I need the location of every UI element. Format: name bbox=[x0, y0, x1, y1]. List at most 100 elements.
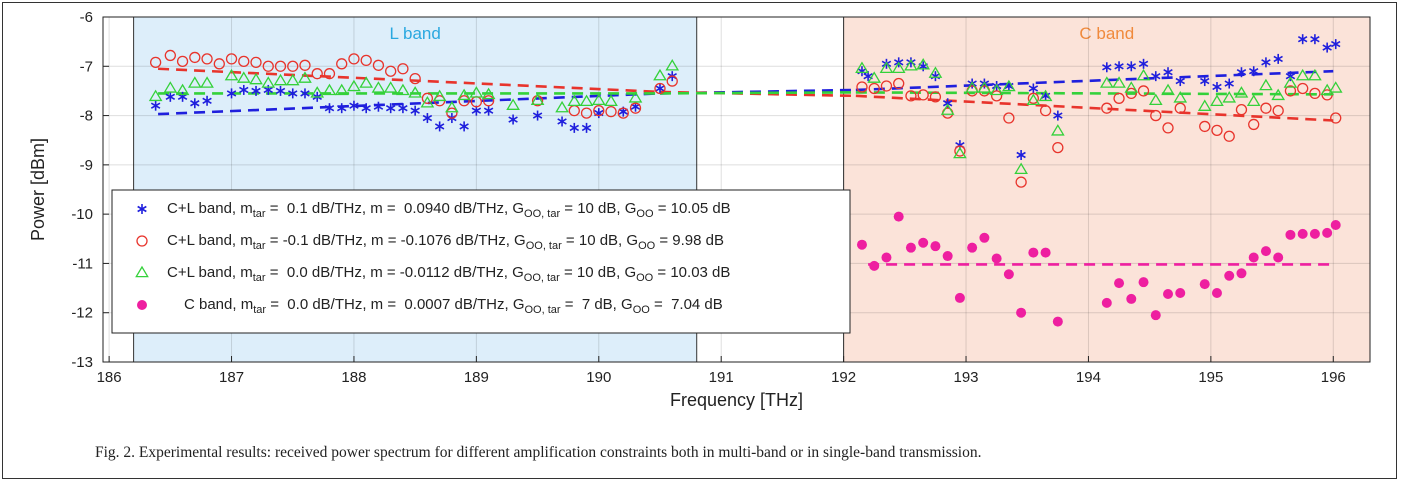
cl-band-slope-pos-point bbox=[150, 100, 161, 111]
c-band-flat-point bbox=[1224, 270, 1235, 281]
cl-band-flat-point bbox=[273, 73, 288, 86]
cl-band-slope-neg-point bbox=[1137, 85, 1150, 97]
cl-band-slope-pos-point bbox=[373, 101, 384, 112]
y-tick-label: -7 bbox=[80, 58, 93, 75]
cl-band-slope-pos-point bbox=[239, 84, 249, 95]
c-band-flat-point bbox=[1003, 269, 1014, 280]
c-band-flat-point bbox=[1138, 277, 1149, 288]
cl-band-slope-neg-point bbox=[1162, 122, 1174, 134]
cl-band-flat-point bbox=[855, 61, 869, 73]
cl-band-flat-point bbox=[285, 73, 300, 86]
cl-band-slope-neg-point bbox=[1235, 104, 1248, 116]
cl-band-flat-point bbox=[1173, 91, 1188, 103]
cl-band-flat-point bbox=[1197, 99, 1212, 111]
cl-band-flat-point bbox=[1328, 81, 1343, 93]
cl-band-flat-point bbox=[175, 83, 190, 96]
c-band-flat-point bbox=[991, 253, 1002, 264]
cl-band-slope-neg-point bbox=[580, 107, 593, 119]
c-band-flat-point bbox=[954, 292, 965, 303]
cl-band-slope-neg-point bbox=[482, 95, 495, 107]
cl-band-slope-neg-point bbox=[1223, 130, 1235, 142]
cl-band-slope-neg-point bbox=[385, 65, 397, 77]
c-band-flat-point bbox=[979, 232, 990, 243]
legend-marker-cl-band-slope-neg bbox=[136, 235, 148, 247]
x-tick-label: 196 bbox=[1321, 369, 1346, 386]
cl-band-flat-point bbox=[916, 58, 931, 70]
cl-band-slope-neg-point bbox=[1330, 112, 1342, 124]
cl-band-slope-neg-point bbox=[225, 53, 238, 65]
cl-band-slope-pos-point bbox=[1138, 58, 1149, 69]
cl-band-slope-neg-point bbox=[605, 105, 617, 118]
cl-band-slope-neg-point bbox=[213, 58, 225, 70]
cl-band-slope-pos-point bbox=[190, 98, 200, 109]
cl-band-slope-neg-point bbox=[238, 55, 250, 68]
cl-band-flat-point bbox=[591, 93, 606, 106]
c-band-flat-point bbox=[930, 241, 941, 252]
cl-band-flat-point bbox=[481, 87, 496, 100]
y-axis-label: Power [dBm] bbox=[28, 138, 48, 241]
cl-band-slope-pos-point bbox=[1212, 81, 1222, 92]
cl-band-slope-pos-point bbox=[557, 116, 567, 127]
cl-band-slope-neg-point bbox=[397, 63, 409, 75]
cl-band-flat-point bbox=[604, 94, 618, 107]
c-band-flat-point bbox=[1330, 219, 1341, 230]
cl-band-flat-point bbox=[1124, 81, 1139, 93]
cl-band-slope-neg-point bbox=[856, 81, 868, 93]
cl-band-flat-point bbox=[298, 71, 312, 83]
c-band-flat-point bbox=[1211, 288, 1222, 298]
cl-band-flat-point bbox=[148, 89, 163, 102]
cl-band-slope-neg-point bbox=[189, 51, 201, 64]
x-tick-label: 195 bbox=[1198, 369, 1223, 386]
c-band-flat-point bbox=[905, 242, 916, 253]
cl-band-flat-fit-line bbox=[659, 91, 856, 95]
cl-band-slope-pos-point bbox=[508, 114, 518, 125]
cl-band-slope-pos-point bbox=[422, 113, 433, 124]
cl-band-flat-point bbox=[665, 59, 680, 71]
cl-band-slope-pos-point bbox=[385, 103, 396, 114]
cl-band-slope-neg-point bbox=[905, 90, 917, 102]
cl-band-flat-point bbox=[1259, 78, 1273, 91]
cl-band-slope-neg-point bbox=[1260, 102, 1272, 114]
c-band-flat-point bbox=[1297, 228, 1308, 239]
cl-band-flat-point bbox=[1283, 76, 1298, 88]
cl-band-flat-point bbox=[347, 79, 361, 92]
cl-band-slope-pos-point bbox=[398, 103, 408, 114]
cl-band-slope-neg-point bbox=[409, 72, 421, 85]
y-tick-label: -6 bbox=[80, 9, 93, 26]
cl-band-flat-point bbox=[249, 72, 263, 85]
c-band-flat-point bbox=[1126, 293, 1137, 304]
cl-band-slope-neg-point bbox=[1174, 102, 1186, 114]
cl-band-slope-pos-point bbox=[1297, 34, 1308, 45]
cl-band-flat-point bbox=[867, 71, 882, 83]
cl-band-flat-point bbox=[555, 100, 569, 113]
x-tick-label: 186 bbox=[97, 369, 122, 386]
cl-band-flat-point bbox=[1136, 68, 1151, 81]
cl-band-flat-point bbox=[1050, 124, 1065, 136]
legend-marker-cl-band-flat bbox=[135, 265, 149, 278]
cl-band-slope-pos-point bbox=[532, 110, 543, 121]
cl-band-slope-pos-point bbox=[1004, 81, 1014, 91]
cl-band-slope-neg-point bbox=[868, 82, 880, 95]
cl-band-flat-point bbox=[261, 76, 276, 88]
cl-band-slope-pos-point bbox=[1261, 57, 1271, 68]
c-band-flat-point bbox=[1236, 268, 1247, 279]
cl-band-flat-point bbox=[432, 89, 447, 102]
c-band-flat-point bbox=[893, 211, 904, 222]
cl-band-flat-point bbox=[1148, 93, 1163, 106]
cl-band-flat-point bbox=[383, 81, 398, 93]
cl-band-slope-neg-point bbox=[1248, 118, 1260, 131]
cl-band-slope-pos-point bbox=[581, 122, 592, 133]
c-band-flat-point bbox=[967, 242, 978, 253]
cl-band-slope-pos-point bbox=[459, 121, 469, 132]
legend-entry-cl-band-slope-neg: C+L band, mtar = -0.1 dB/THz, m = -0.107… bbox=[167, 232, 724, 252]
cl-band-flat-point bbox=[567, 94, 582, 107]
cl-band-slope-neg-point bbox=[1211, 124, 1223, 137]
cl-band-flat-point bbox=[653, 68, 667, 81]
cl-band-slope-pos-point bbox=[1175, 76, 1185, 87]
cl-band-slope-pos-point bbox=[1224, 78, 1234, 89]
c-band-flat-point bbox=[869, 260, 880, 271]
cl-band-slope-neg-point bbox=[458, 95, 470, 107]
c-band-flat-point bbox=[1040, 247, 1051, 258]
cl-band-flat-point bbox=[359, 76, 374, 88]
